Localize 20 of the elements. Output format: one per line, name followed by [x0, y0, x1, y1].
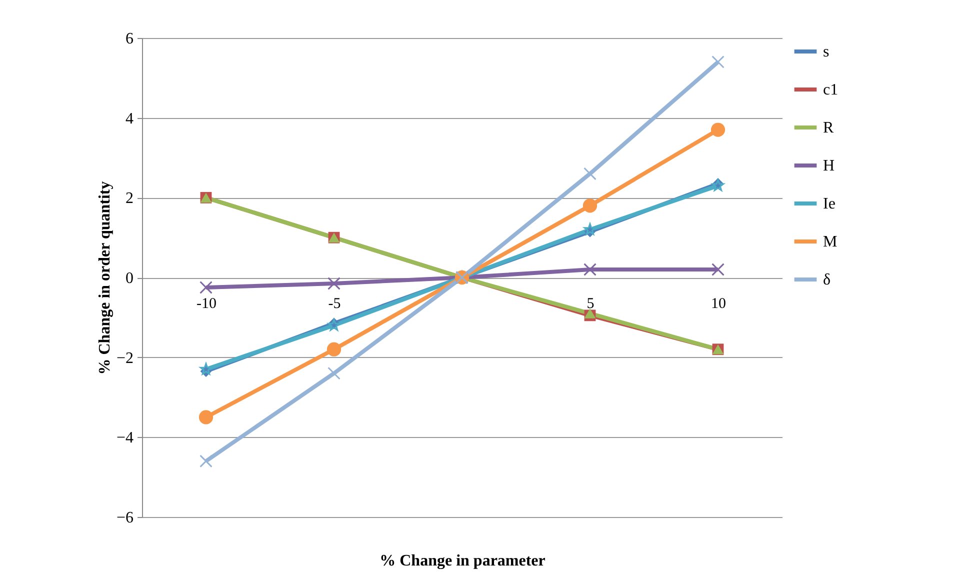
y-tick-label: 2 — [126, 190, 134, 208]
x-tick-label: 10 — [711, 296, 726, 312]
legend-label: H — [823, 158, 835, 174]
y-tick-label: 6 — [126, 30, 134, 48]
legend-label: s — [823, 44, 830, 60]
x-tick-label: -5 — [328, 296, 341, 312]
legend-label: c1 — [823, 82, 838, 98]
y-tick-label: −6 — [116, 510, 134, 526]
y-tick-label: −2 — [116, 350, 134, 367]
legend-label: M — [823, 234, 838, 250]
x-axis-title: % Change in parameter — [380, 552, 546, 570]
y-axis-title: % Change in order quantity — [96, 181, 114, 375]
y-tick-label: −4 — [116, 430, 134, 447]
y-tick-label: 4 — [126, 110, 134, 128]
x-tick-label: 5 — [586, 296, 594, 312]
y-tick-label: 0 — [126, 270, 134, 287]
legend-label: δ — [823, 272, 831, 288]
legend-label: Ie — [823, 196, 836, 212]
x-tick-label: -10 — [196, 296, 216, 312]
legend-label: R — [823, 120, 834, 136]
